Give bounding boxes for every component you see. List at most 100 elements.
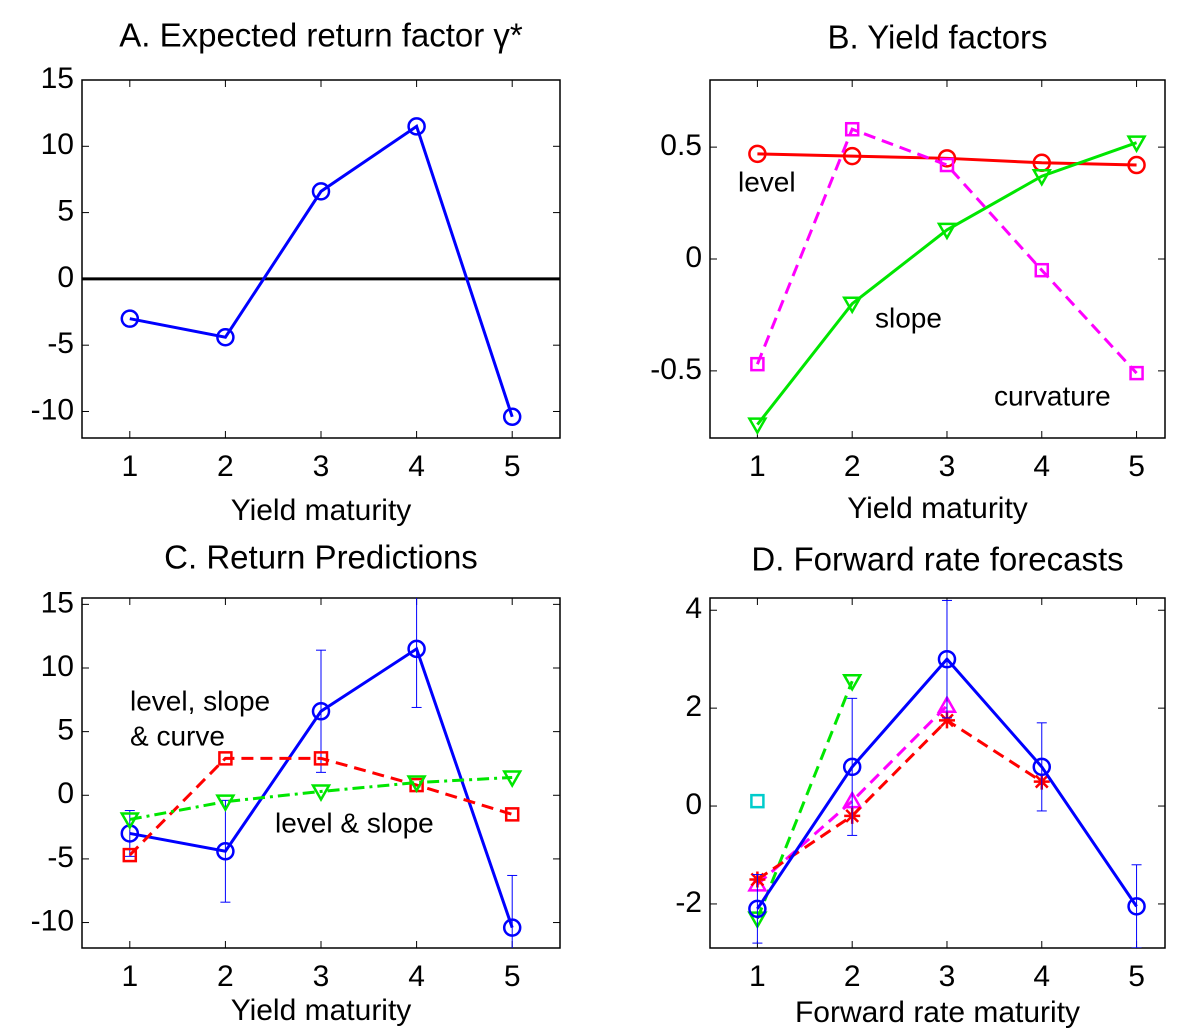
annotation: & curve [130,720,225,751]
marker [504,807,520,822]
x-tick-label: 3 [939,960,956,993]
y-tick-label: -5 [47,327,74,360]
panel: D. Forward rate forecasts Forward rate ma… [675,541,1166,1029]
plot-area [119,598,523,948]
panel: A. Expected return factor γ* Yield maturi… [31,17,561,527]
series [749,712,1050,888]
x-tick-label: 4 [408,960,425,993]
y-tick-label: 10 [41,128,74,161]
x-tick-label: 2 [217,960,234,993]
marker [218,751,233,766]
series-line [756,680,854,920]
marker [313,751,329,766]
axes-box [81,79,561,439]
y-tick-label: 10 [41,650,74,683]
marker [842,673,863,692]
series-line [129,646,514,929]
y-tick-label: 0 [685,241,702,274]
x-tick-label: 3 [939,450,956,483]
y-tick-label: 5 [57,195,74,228]
series [120,598,522,948]
series [119,770,523,830]
x-tick-label: 4 [408,450,425,483]
x-tick-label: 1 [121,450,138,483]
series-line [756,127,1138,375]
series [747,673,863,930]
y-tick-label: 0.5 [660,129,702,162]
series [748,599,1146,948]
series-line [756,718,1043,881]
x-tick-label: 5 [1128,960,1145,993]
panel-title: B. Yield factors [827,19,1047,56]
annotation: level & slope [275,807,434,838]
x-tick-label: 1 [749,960,766,993]
series-line [128,756,513,857]
marker [407,117,426,136]
plot-area [747,599,1146,948]
marker [937,649,957,669]
marker [1034,262,1050,278]
y-tick-label: 0 [57,261,74,294]
marker [939,157,955,173]
y-tick-label: -2 [675,886,702,919]
marker [502,918,522,937]
series-line [129,124,514,418]
series [750,793,765,809]
x-tick-label: 1 [749,450,766,483]
x-tick-label: 2 [844,450,861,483]
marker [120,309,140,328]
annotation: curvature [994,380,1111,411]
marker [748,144,767,164]
y-tick-label: 5 [57,714,74,747]
plot-area [747,121,1147,436]
y-tick-label: 15 [41,586,74,619]
marker [750,356,765,372]
marker [1031,168,1052,187]
marker [406,775,427,794]
marker [1126,135,1147,154]
series-line [756,141,1138,426]
panel: B. Yield factors Yield maturity 1 2 3 4 5 -0.5 0… [650,19,1166,525]
series [750,121,1144,381]
axes-box [709,597,1166,949]
panel-title: D. Forward rate forecasts [751,541,1123,578]
marker [122,847,138,863]
x-tick-label: 4 [1033,960,1050,993]
marker [311,182,331,201]
x-tick-label: 5 [1128,450,1145,483]
marker [748,899,767,919]
marker [119,812,140,830]
marker [310,784,332,802]
marker [842,146,862,166]
y-tick-label: 4 [685,592,702,625]
panel-title: C. Return Predictions [164,539,478,576]
x-tick-label: 4 [1033,450,1050,483]
marker [502,770,523,788]
x-tick-label: 2 [844,960,861,993]
marker [937,149,957,168]
marker [938,712,955,729]
y-tick-label: 0 [57,777,74,810]
marker [311,702,331,721]
annotation: level, slope [130,685,270,716]
plot-area [82,117,560,427]
annotation: level [738,166,796,197]
marker [216,842,235,861]
marker [844,121,860,137]
series-line [129,775,513,821]
y-tick-label: -10 [31,393,74,426]
marker [1127,155,1146,175]
y-tick-label: -5 [47,841,74,874]
panel: C. Return Predictions Yield maturity 1 2 3 4 5… [31,539,561,1027]
marker [747,417,768,436]
y-tick-label: -10 [31,904,74,937]
series [120,117,522,427]
marker [936,222,958,241]
y-tick-label: 15 [41,62,74,95]
y-tick-label: 2 [685,690,702,723]
x-tick-label: 5 [504,960,521,993]
x-axis-label: Forward rate maturity [795,996,1080,1029]
y-tick-label: -0.5 [650,353,702,386]
x-tick-label: 2 [217,450,234,483]
